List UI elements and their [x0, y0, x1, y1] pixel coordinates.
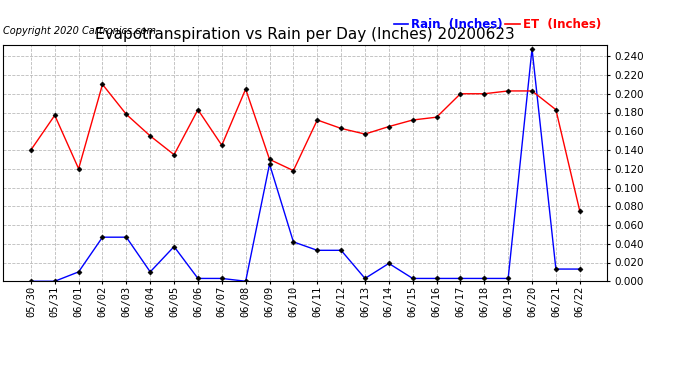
Legend: Rain  (Inches), ET  (Inches): Rain (Inches), ET (Inches) — [393, 18, 601, 31]
Text: Copyright 2020 Cartronics.com: Copyright 2020 Cartronics.com — [3, 26, 157, 36]
Title: Evapotranspiration vs Rain per Day (Inches) 20200623: Evapotranspiration vs Rain per Day (Inch… — [95, 27, 515, 42]
